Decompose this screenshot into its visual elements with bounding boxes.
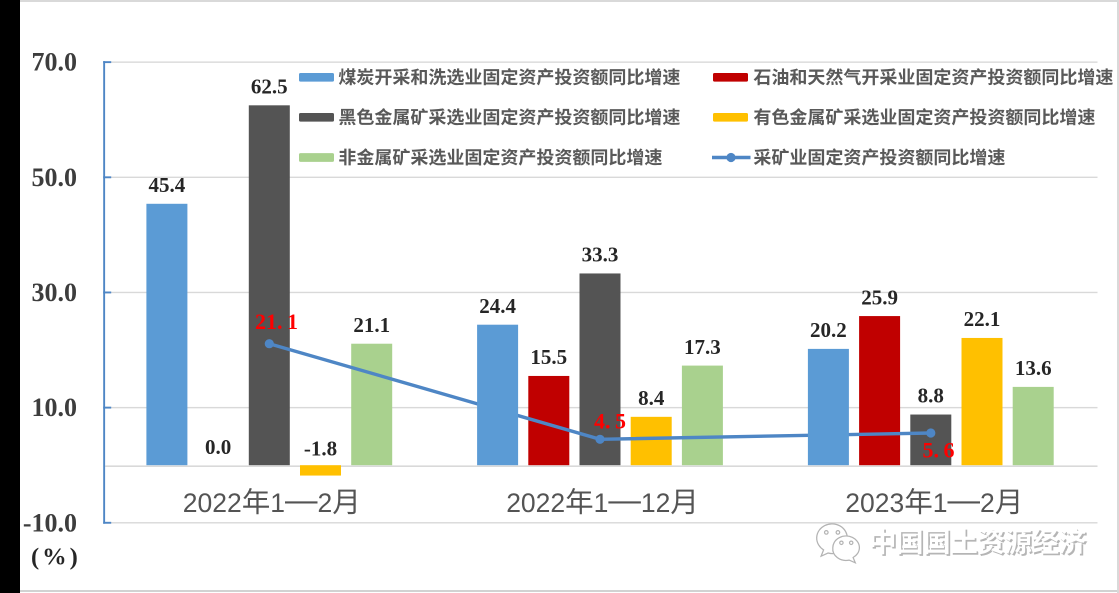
svg-text:13.6: 13.6 — [1015, 356, 1052, 380]
svg-text:-10.0: -10.0 — [23, 508, 77, 537]
svg-text:70.0: 70.0 — [32, 48, 78, 77]
svg-text:-1.8: -1.8 — [304, 437, 337, 461]
svg-text:2: 2 — [318, 488, 333, 518]
svg-text:30.0: 30.0 — [32, 278, 78, 307]
svg-text:45.4: 45.4 — [149, 173, 186, 197]
svg-text:2022: 2022 — [183, 488, 242, 518]
svg-text:33.3: 33.3 — [582, 243, 619, 267]
svg-text:—: — — [285, 482, 318, 518]
svg-text:24.4: 24.4 — [479, 294, 516, 318]
svg-text:1: 1 — [270, 488, 285, 518]
svg-text:21. 1: 21. 1 — [255, 309, 298, 334]
svg-text:—: — — [948, 482, 981, 518]
svg-text:21.1: 21.1 — [353, 313, 390, 337]
svg-text:15.5: 15.5 — [530, 345, 567, 369]
svg-text:25.9: 25.9 — [861, 285, 898, 309]
svg-text:12: 12 — [641, 488, 671, 518]
svg-text:2: 2 — [980, 488, 995, 518]
svg-text:20.2: 20.2 — [810, 318, 847, 342]
svg-text:2023: 2023 — [845, 488, 904, 518]
svg-text:10.0: 10.0 — [32, 393, 78, 422]
svg-text:17.3: 17.3 — [684, 335, 721, 359]
svg-text:(%): (%) — [31, 544, 81, 571]
svg-text:5. 6: 5. 6 — [923, 437, 955, 462]
svg-text:50.0: 50.0 — [32, 163, 78, 192]
svg-text:22.1: 22.1 — [964, 307, 1001, 331]
svg-text:62.5: 62.5 — [251, 75, 288, 99]
svg-text:8.4: 8.4 — [638, 386, 665, 410]
svg-text:2022: 2022 — [506, 488, 565, 518]
svg-text:8.8: 8.8 — [918, 384, 944, 408]
svg-text:4. 5: 4. 5 — [594, 408, 626, 433]
svg-text:—: — — [608, 482, 641, 518]
svg-text:0.0: 0.0 — [205, 435, 231, 459]
svg-text:1: 1 — [594, 488, 609, 518]
svg-text:1: 1 — [933, 488, 948, 518]
